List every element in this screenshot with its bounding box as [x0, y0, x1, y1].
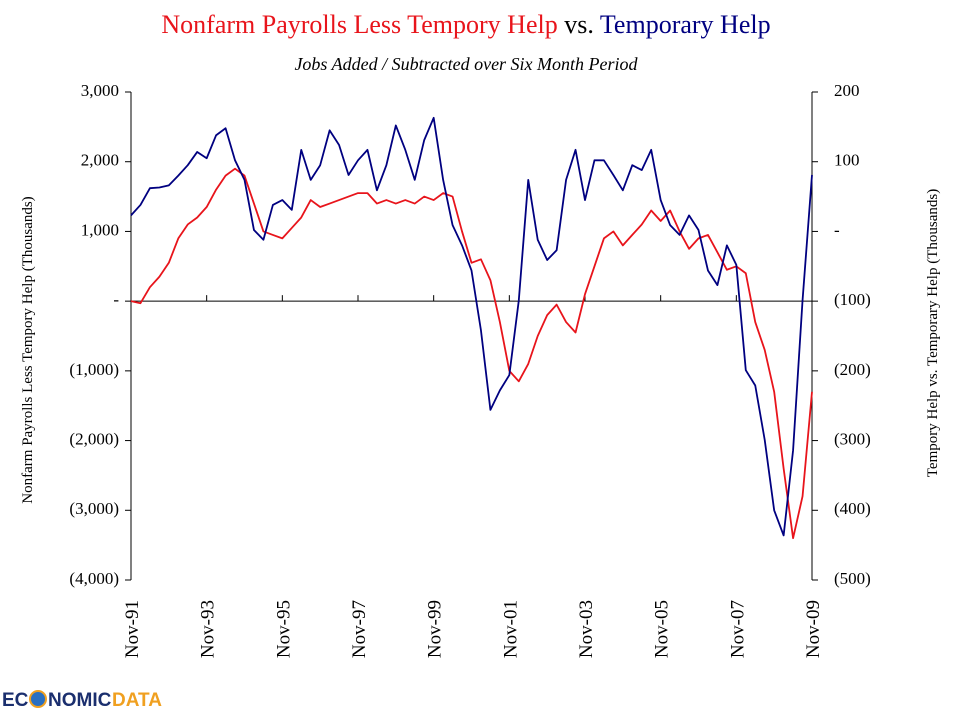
x-tick-label: Nov-97 [349, 600, 370, 658]
title-part: vs. [564, 10, 594, 39]
y2-tick-label: (100) [834, 290, 871, 309]
x-tick-label: Nov-91 [122, 600, 143, 658]
y-axis-label: Nonfarm Payrolls Less Tempory Help (Thou… [20, 196, 36, 503]
logo-text: DATA [112, 690, 162, 711]
y2-axis-label: Tempory Help vs. Temporary Help (Thousan… [925, 189, 941, 477]
title-part: Nonfarm Payrolls Less Tempory Help [161, 10, 557, 39]
y2-tick-label: (400) [834, 499, 871, 518]
y2-tick-label: (500) [834, 569, 871, 588]
x-tick-label: Nov-99 [425, 600, 446, 658]
logo-text: EC [2, 690, 29, 711]
y-tick-label: 3,000 [81, 81, 119, 100]
x-tick-label: Nov-07 [727, 600, 748, 658]
y2-tick-label: (300) [834, 429, 871, 448]
logo-globe [29, 690, 47, 708]
y-tick-label: (3,000) [69, 499, 119, 518]
y2-tick-label: - [834, 220, 840, 239]
y-tick-label: - [113, 290, 119, 309]
logo-text: NOMIC [48, 690, 112, 711]
title-part: Temporary Help [600, 10, 771, 39]
x-tick-label: Nov-93 [198, 600, 219, 658]
series-line [130, 116, 813, 537]
y2-tick-label: (200) [834, 360, 871, 379]
chart-title: Nonfarm Payrolls Less Tempory Help vs. T… [161, 10, 770, 39]
y-tick-label: (1,000) [69, 360, 119, 379]
x-tick-label: Nov-01 [500, 600, 521, 658]
logo: EC NOMIC DATA [2, 690, 162, 711]
chart-subtitle: Jobs Added / Subtracted over Six Month P… [294, 54, 638, 74]
y2-tick-label: 100 [834, 151, 860, 170]
x-tick-label: Nov-05 [652, 600, 673, 658]
series-line [130, 167, 813, 540]
y-tick-label: 2,000 [81, 151, 119, 170]
y2-tick-label: 200 [834, 81, 860, 100]
x-tick-label: Nov-03 [576, 600, 597, 658]
y-tick-label: (4,000) [69, 569, 119, 588]
y-tick-label: 1,000 [81, 220, 119, 239]
y-tick-label: (2,000) [69, 429, 119, 448]
x-tick-label: Nov-09 [803, 600, 824, 658]
x-tick-label: Nov-95 [273, 600, 294, 658]
